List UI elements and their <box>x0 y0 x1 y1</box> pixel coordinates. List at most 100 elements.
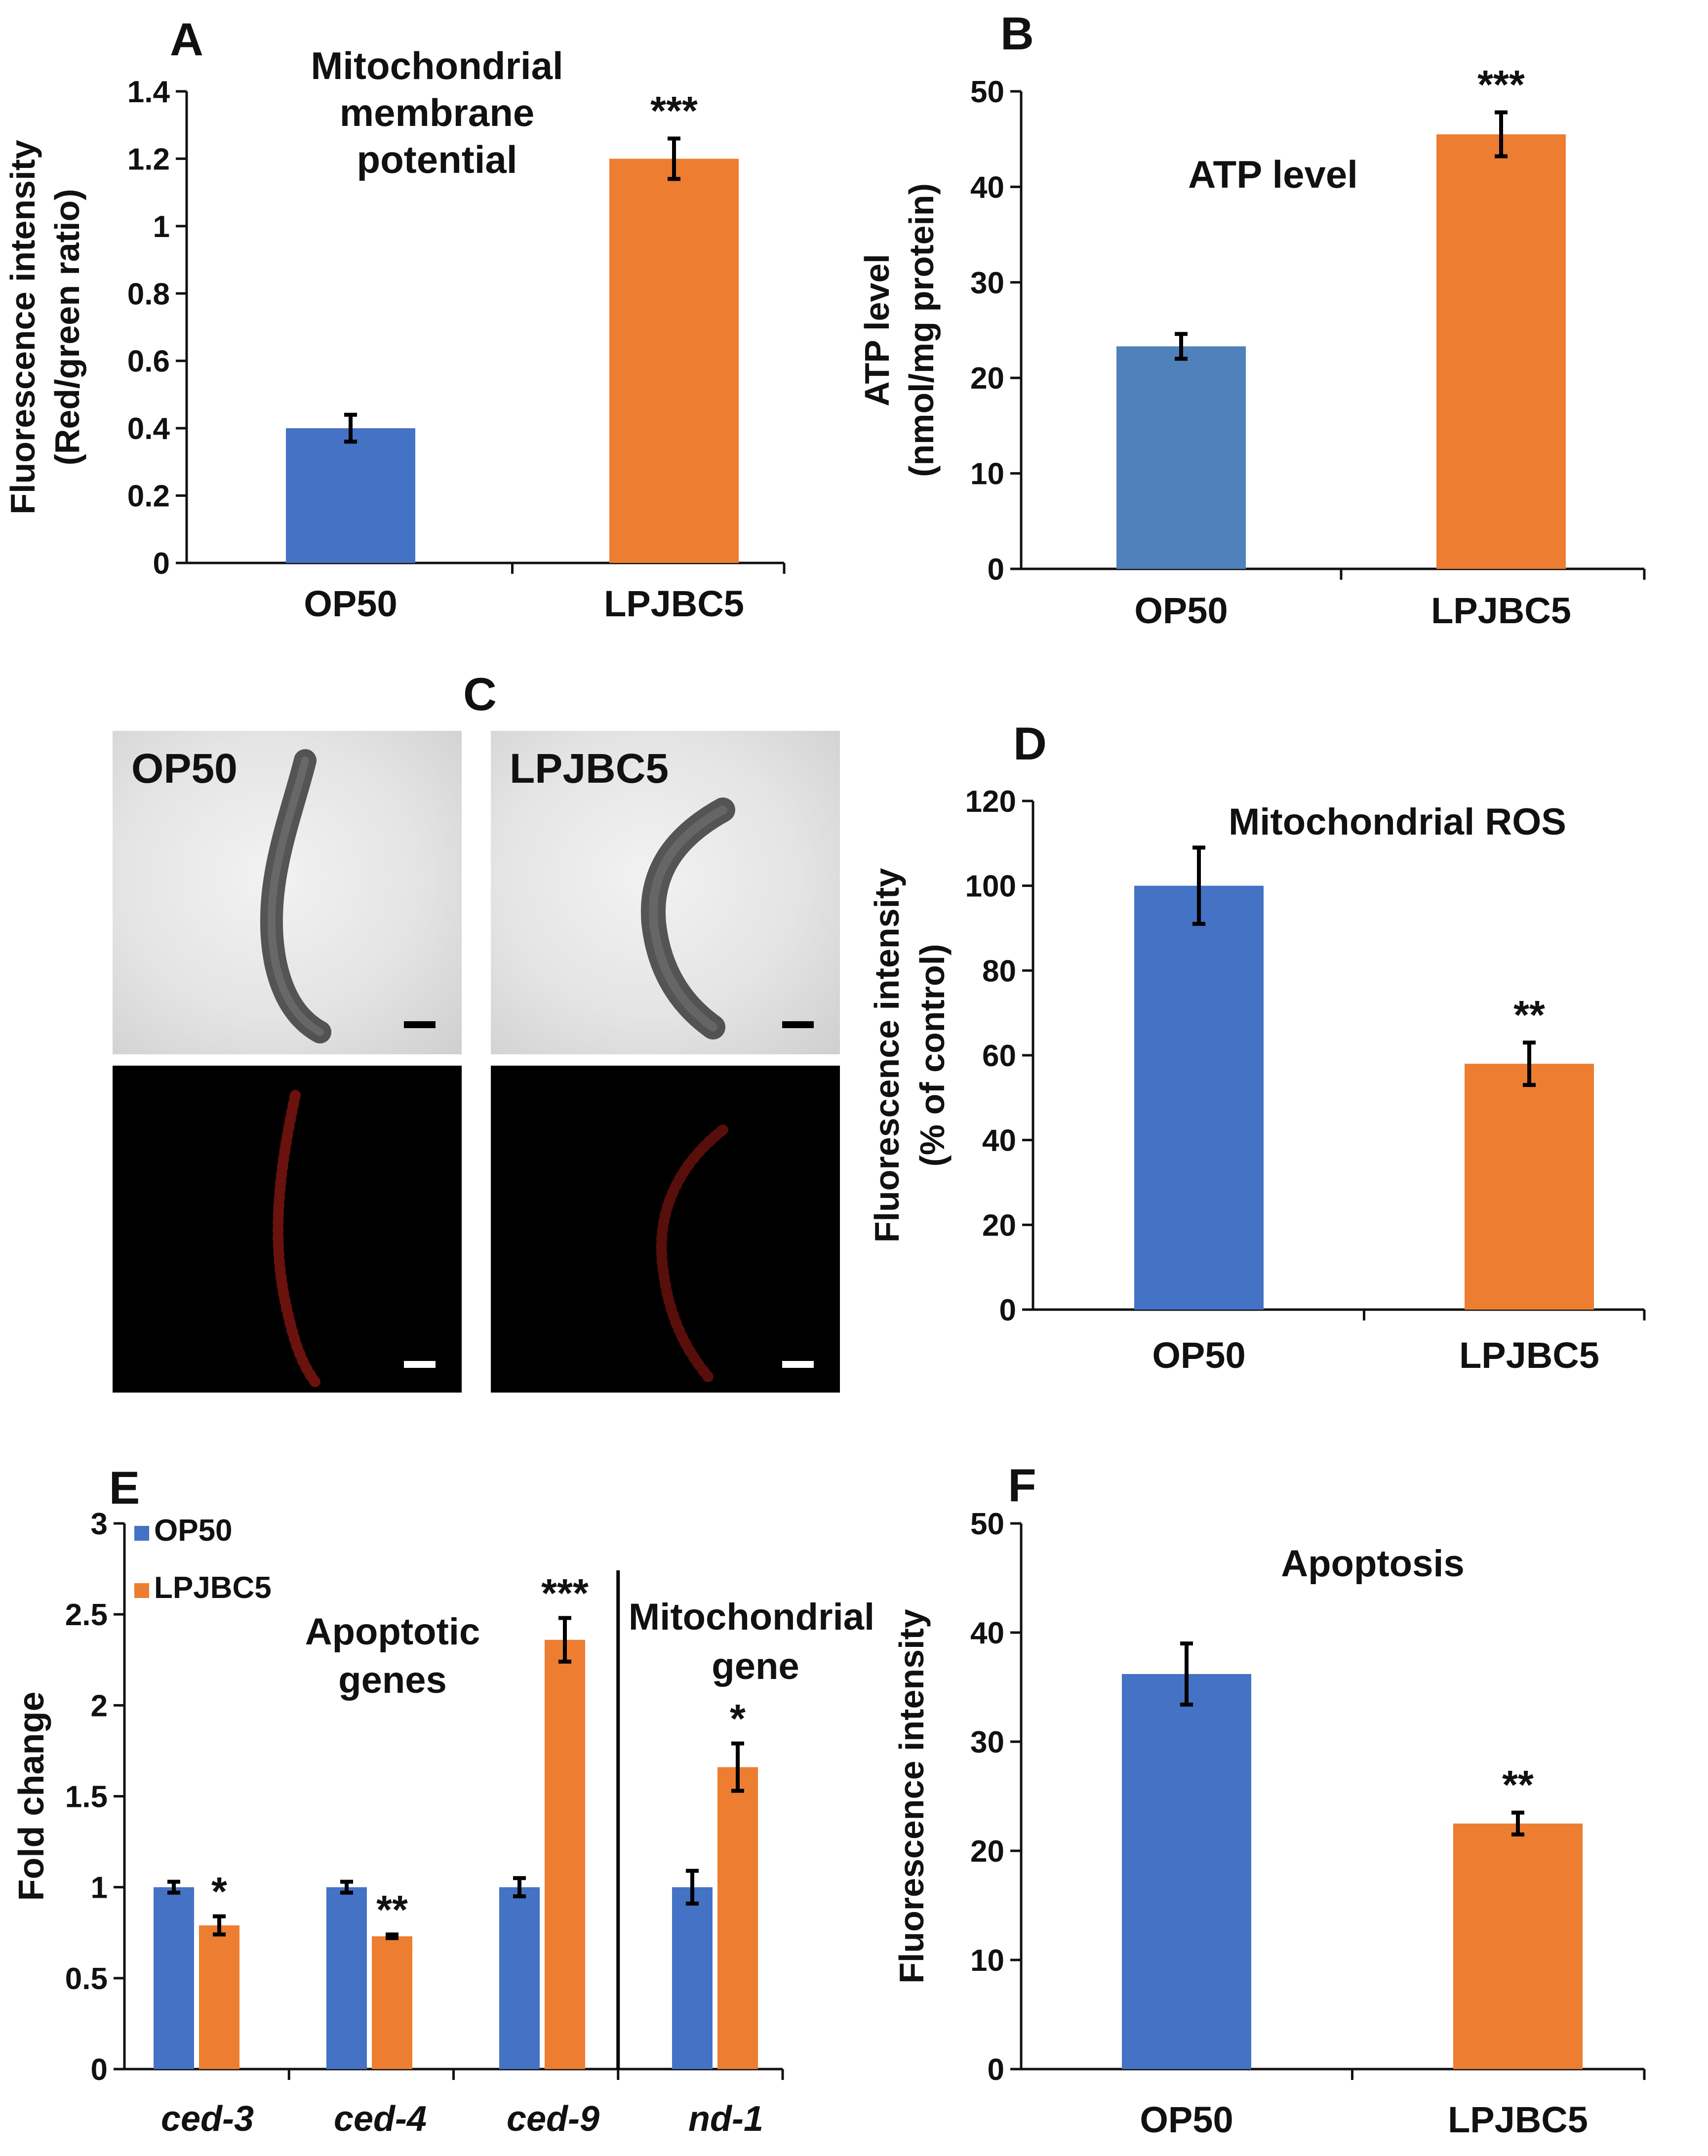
chart-title: Apoptosis <box>1281 1543 1465 1585</box>
group-label: Mitochondrial <box>629 1596 874 1638</box>
x-tick-label: OP50 <box>304 583 397 624</box>
y-axis-label: (Red/green ratio) <box>48 189 86 465</box>
bar-ced-4-lpjbc5 <box>372 1936 412 2069</box>
worm-op50-fluorescence <box>273 1090 436 1387</box>
y-tick-label: 50 <box>970 1507 1004 1541</box>
y-tick-label: 40 <box>982 1124 1016 1158</box>
x-tick-label: LPJBC5 <box>1459 1335 1599 1376</box>
legend-swatch-op50 <box>134 1526 149 1541</box>
significance-marker: *** <box>541 1571 589 1616</box>
y-tick-label: 0 <box>988 2053 1004 2087</box>
y-tick-label: 10 <box>970 457 1004 491</box>
group-label: genes <box>338 1659 447 1701</box>
chart-title: Mitochondrial <box>311 44 563 87</box>
chart-title: ATP level <box>1188 153 1358 196</box>
panel-letter: A <box>170 13 203 65</box>
x-tick-label: LPJBC5 <box>1431 590 1571 631</box>
bar-ced-9-lpjbc5 <box>545 1639 585 2069</box>
micrograph-lpjbc5-fluorescence <box>491 1066 840 1393</box>
x-tick-label: OP50 <box>1134 590 1228 631</box>
y-tick-label: 40 <box>970 170 1004 204</box>
y-tick-label: 0.8 <box>127 277 170 311</box>
y-axis-label: Fluorescence intensity <box>3 140 42 515</box>
y-tick-label: 50 <box>970 75 1004 109</box>
legend-label: OP50 <box>154 1514 233 1548</box>
y-tick-label: 3 <box>91 1507 108 1541</box>
y-tick-label: 1 <box>153 210 170 244</box>
x-tick-label: ced-3 <box>161 2099 254 2139</box>
y-tick-label: 20 <box>982 1208 1016 1242</box>
y-tick-label: 20 <box>970 1835 1004 1869</box>
y-tick-label: 1 <box>91 1871 108 1905</box>
y-axis-label: ATP level <box>858 254 896 406</box>
y-tick-label: 100 <box>965 870 1016 904</box>
panel-letter: F <box>1008 1459 1036 1511</box>
worm-lpjbc5-brightfield <box>640 798 814 1039</box>
micrograph-lpjbc5-brightfield: LPJBC5 <box>491 731 840 1054</box>
y-tick-label: 0 <box>999 1293 1016 1327</box>
significance-marker: *** <box>1477 63 1525 108</box>
bar-nd-1-lpjbc5 <box>717 1767 758 2069</box>
x-tick-label: ced-4 <box>334 2099 427 2139</box>
y-tick-label: 0.2 <box>127 479 170 514</box>
y-tick-label: 10 <box>970 1944 1004 1978</box>
y-tick-label: 1.5 <box>65 1780 108 1814</box>
x-tick-label: LPJBC5 <box>1448 2099 1588 2140</box>
x-tick-label: LPJBC5 <box>604 583 744 624</box>
x-tick-label: nd-1 <box>688 2099 763 2139</box>
x-tick-label: OP50 <box>1140 2099 1233 2140</box>
bar-ced-4-op50 <box>326 1887 367 2069</box>
y-axis-label: (% of control) <box>913 944 952 1166</box>
y-tick-label: 0 <box>153 547 170 581</box>
significance-marker: ** <box>1513 993 1545 1038</box>
chart-title: Mitochondrial ROS <box>1229 801 1566 843</box>
panel-letter: B <box>1000 7 1034 59</box>
legend-swatch-lpjbc5 <box>134 1583 149 1598</box>
micrograph-op50-fluorescence <box>113 1066 462 1393</box>
bar-ced-9-op50 <box>499 1887 540 2069</box>
y-tick-label: 30 <box>970 266 1004 300</box>
group-label: Apoptotic <box>305 1611 480 1653</box>
y-tick-label: 0.5 <box>65 1962 108 1996</box>
significance-marker: ** <box>376 1887 408 1932</box>
panel-letter: D <box>1013 718 1047 769</box>
y-tick-label: 1.4 <box>127 75 170 109</box>
bar-lpjbc5 <box>1436 134 1566 569</box>
micrograph-label-lpjbc5: LPJBC5 <box>510 745 669 792</box>
bar-lpjbc5 <box>609 159 739 563</box>
y-axis-label: Fold change <box>12 1691 51 1901</box>
bar-op50 <box>1122 1674 1251 2069</box>
y-tick-label: 0 <box>988 553 1004 587</box>
y-tick-label: 120 <box>965 785 1016 819</box>
bar-op50 <box>1134 885 1264 1310</box>
scale-bar <box>404 1021 436 1028</box>
bar-op50 <box>286 428 415 563</box>
bar-ced-3-op50 <box>154 1887 194 2069</box>
scale-bar <box>404 1361 436 1368</box>
significance-marker: * <box>730 1697 746 1742</box>
y-tick-label: 80 <box>982 954 1016 988</box>
y-tick-label: 0 <box>91 2053 108 2087</box>
y-tick-label: 40 <box>970 1616 1004 1650</box>
y-tick-label: 60 <box>982 1039 1016 1073</box>
micrograph-label-op50: OP50 <box>131 745 238 792</box>
significance-marker: *** <box>650 89 698 134</box>
y-axis-label: (nmol/mg protein) <box>902 183 941 477</box>
y-axis-label: Fluorescence intensity <box>892 1609 931 1984</box>
panel-letter: E <box>109 1462 140 1514</box>
scale-bar <box>782 1021 814 1028</box>
bar-ced-3-lpjbc5 <box>199 1925 239 2069</box>
chart-title: potential <box>357 138 517 181</box>
y-tick-label: 0.4 <box>127 412 170 446</box>
bar-lpjbc5 <box>1465 1064 1594 1310</box>
bar-op50 <box>1116 346 1246 569</box>
group-label: gene <box>712 1645 799 1687</box>
y-tick-label: 0.6 <box>127 345 170 379</box>
y-axis-label: Fluorescence intensity <box>868 868 906 1243</box>
significance-marker: * <box>211 1870 227 1915</box>
worm-lpjbc5-fluorescence <box>656 1124 814 1382</box>
y-tick-label: 2.5 <box>65 1598 108 1632</box>
x-tick-label: OP50 <box>1152 1335 1245 1376</box>
scale-bar <box>782 1361 814 1368</box>
